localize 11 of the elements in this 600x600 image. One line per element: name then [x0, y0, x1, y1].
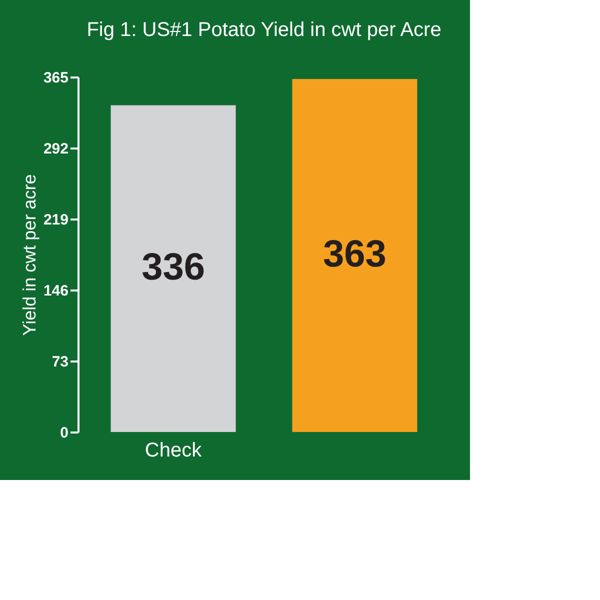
y-tick-label: 73 — [52, 354, 68, 370]
data-label: 363 — [323, 233, 386, 276]
y-axis-title: Yield in cwt per acre — [19, 174, 40, 336]
y-tick-label: 0 — [60, 424, 68, 442]
y-tick-label: 365 — [43, 70, 68, 86]
data-label: 336 — [142, 246, 205, 289]
y-tick-label: 292 — [43, 140, 68, 158]
y-tick-label: 146 — [43, 282, 68, 300]
chart-title: Fig 1: US#1 Potato Yield in cwt per Acre — [86, 19, 442, 41]
y-tick-label: 219 — [43, 212, 68, 228]
x-tick-label: Check — [144, 440, 203, 462]
